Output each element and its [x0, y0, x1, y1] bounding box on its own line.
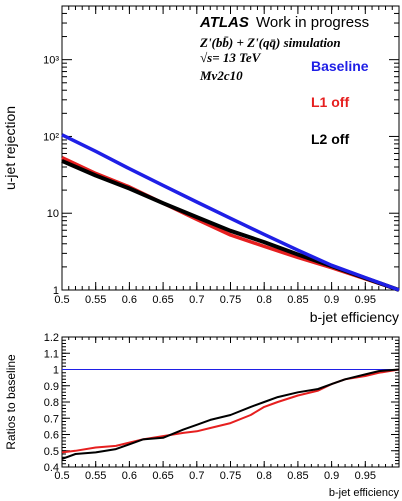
- top-y-axis-label: u-jet rejection: [2, 106, 18, 190]
- top-x-tick-label: 0.6: [122, 294, 137, 306]
- top-x-tick-label: 0.8: [257, 294, 272, 306]
- bottom-y-tick-label: 0.6: [44, 430, 59, 442]
- top-x-tick-label: 0.65: [152, 294, 173, 306]
- top-x-tick-label: 0.9: [324, 294, 339, 306]
- top-x-tick-labels: 0.5 0.55 0.6 0.65 0.7 0.75 0.8 0.85 0.9 0.95: [54, 294, 376, 306]
- top-x-tick-label: 0.75: [220, 294, 241, 306]
- bottom-x-tick-label: 0.95: [355, 470, 376, 482]
- legend-baseline: Baseline: [311, 58, 369, 74]
- top-x-tick-label: 0.85: [287, 294, 308, 306]
- tagger-label: Mv2c10: [199, 68, 243, 83]
- bottom-x-tick-label: 0.5: [54, 470, 69, 482]
- bottom-series-l2-off: [61, 368, 400, 460]
- top-panel: 0.5 0.55 0.6 0.65 0.7 0.75 0.8 0.85 0.9 0.95 1101…: [2, 5, 400, 325]
- top-y-tick-label: 10²: [43, 131, 59, 143]
- bottom-axis-ticks: [61, 336, 399, 468]
- bottom-y-tick-label: 0.9: [44, 381, 59, 393]
- bottom-y-tick-labels: 0.4 0.5 0.6 0.7 0.8 0.9 1 1.1 1.2: [44, 332, 59, 474]
- bottom-x-tick-label: 0.7: [189, 470, 204, 482]
- energy-label: √s= 13 TeV: [200, 50, 262, 65]
- bottom-x-tick-labels: 0.5 0.55 0.6 0.65 0.7 0.75 0.8 0.85 0.9 0.95: [54, 470, 376, 482]
- top-x-axis-label: b-jet efficiency: [310, 309, 399, 325]
- bottom-y-tick-label: 0.8: [44, 397, 59, 409]
- bottom-x-tick-label: 0.55: [85, 470, 106, 482]
- top-x-tick-label: 0.55: [85, 294, 106, 306]
- bottom-panel: 0.5 0.55 0.6 0.65 0.7 0.75 0.8 0.85 0.9 0.95 0.40…: [4, 332, 400, 499]
- bottom-y-tick-label: 1.1: [44, 348, 59, 360]
- top-series-baseline: [61, 133, 400, 292]
- bottom-y-tick-label: 0.7: [44, 413, 59, 425]
- bottom-y-tick-label: 0.5: [44, 446, 59, 458]
- bottom-x-tick-label: 0.8: [257, 470, 272, 482]
- bottom-series-group: [61, 368, 400, 460]
- legend-l1-off: L1 off: [311, 94, 349, 110]
- bottom-x-tick-label: 0.65: [152, 470, 173, 482]
- process-label: Z'(bb̄) + Z'(qq̄) simulation: [199, 35, 341, 50]
- top-y-tick-label: 1: [53, 285, 59, 297]
- bottom-y-axis-label: Ratios to baseline: [4, 354, 18, 450]
- top-y-tick-label: 10: [47, 208, 59, 220]
- top-y-tick-labels: 1 10 10² 10³: [43, 55, 59, 297]
- top-x-tick-label: 0.95: [355, 294, 376, 306]
- top-plot-frame: [61, 5, 400, 291]
- bottom-x-tick-label: 0.6: [122, 470, 137, 482]
- atlas-label: ATLAS: [199, 14, 249, 31]
- top-x-tick-label: 0.5: [54, 294, 69, 306]
- bottom-y-tick-label: 1.2: [44, 332, 59, 344]
- bottom-plot-frame: [61, 336, 400, 468]
- bottom-x-axis-label: b-jet efficiency: [329, 487, 400, 499]
- top-y-tick-label: 10³: [43, 55, 59, 67]
- bottom-x-tick-label: 0.75: [220, 470, 241, 482]
- top-series-group: [61, 133, 400, 292]
- atlas-suffix: Work in progress: [256, 14, 369, 31]
- legend: Baseline L1 off L2 off: [311, 58, 369, 147]
- bottom-y-tick-label: 1: [53, 365, 59, 377]
- legend-l2-off: L2 off: [311, 131, 349, 147]
- bottom-x-tick-label: 0.85: [287, 470, 308, 482]
- top-x-tick-label: 0.7: [189, 294, 204, 306]
- bottom-x-tick-label: 0.9: [324, 470, 339, 482]
- bottom-y-tick-label: 0.4: [44, 462, 59, 474]
